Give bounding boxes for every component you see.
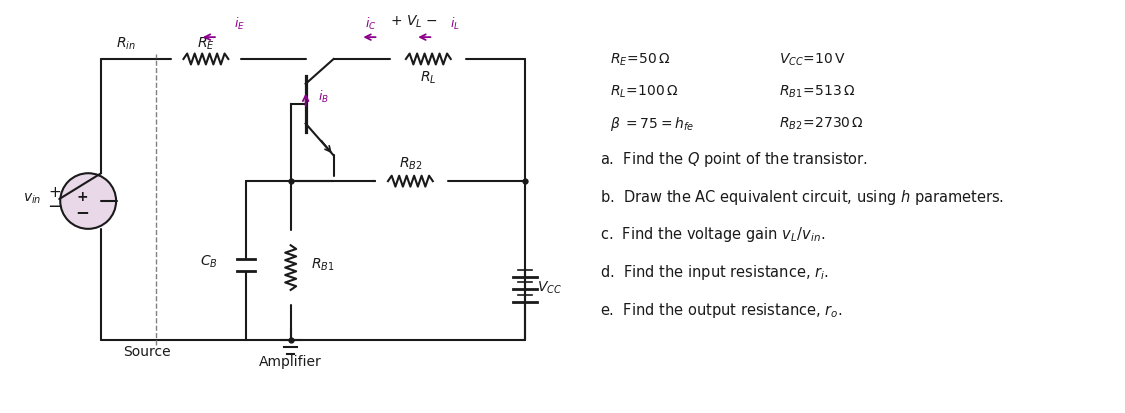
Text: $R_E\!=\!50\,\Omega$: $R_E\!=\!50\,\Omega$ — [610, 52, 670, 68]
Text: −: − — [47, 197, 62, 216]
Text: $i_E$: $i_E$ — [234, 16, 245, 32]
Text: $R_{B1}$: $R_{B1}$ — [310, 256, 334, 272]
Text: $V_{CC}\!=\!10\,\mathrm{V}$: $V_{CC}\!=\!10\,\mathrm{V}$ — [780, 52, 847, 68]
Text: $v_{in}$: $v_{in}$ — [24, 192, 42, 206]
Text: a.  Find the $Q$ point of the transistor.: a. Find the $Q$ point of the transistor. — [600, 150, 867, 169]
Text: Amplifier: Amplifier — [259, 354, 322, 368]
Text: +: + — [76, 190, 88, 204]
Text: + $V_L$ −: + $V_L$ − — [390, 13, 439, 30]
Text: $C_B$: $C_B$ — [200, 253, 218, 269]
Text: $R_{B2}$: $R_{B2}$ — [398, 155, 422, 171]
Circle shape — [61, 174, 116, 229]
Text: d.  Find the input resistance, $r_i$.: d. Find the input resistance, $r_i$. — [600, 262, 829, 281]
Text: $i_C$: $i_C$ — [364, 16, 376, 32]
Text: +: + — [48, 185, 61, 199]
Text: e.  Find the output resistance, $r_o$.: e. Find the output resistance, $r_o$. — [600, 300, 843, 319]
Text: $R_{in}$: $R_{in}$ — [116, 36, 136, 52]
Text: $i_L$: $i_L$ — [450, 16, 460, 32]
Text: $R_{B2}\!=\!2730\,\Omega$: $R_{B2}\!=\!2730\,\Omega$ — [780, 115, 864, 131]
Text: $R_L$: $R_L$ — [420, 70, 436, 86]
Text: −: − — [75, 202, 89, 221]
Text: $V_{CC}$: $V_{CC}$ — [537, 279, 562, 295]
Text: Source: Source — [123, 344, 171, 358]
Text: $R_{B1}\!=\!513\,\Omega$: $R_{B1}\!=\!513\,\Omega$ — [780, 83, 856, 100]
Text: $R_L\!=\!100\,\Omega$: $R_L\!=\!100\,\Omega$ — [610, 83, 678, 100]
Text: b.  Draw the AC equivalent circuit, using $h$ parameters.: b. Draw the AC equivalent circuit, using… — [600, 187, 1004, 206]
Text: c.  Find the voltage gain $v_L/v_{in}$.: c. Find the voltage gain $v_L/v_{in}$. — [600, 225, 825, 244]
Text: $R_E$: $R_E$ — [197, 36, 215, 52]
Text: $i_B$: $i_B$ — [317, 88, 328, 104]
Text: $\beta\;=75=h_{fe}$: $\beta\;=75=h_{fe}$ — [610, 114, 694, 132]
